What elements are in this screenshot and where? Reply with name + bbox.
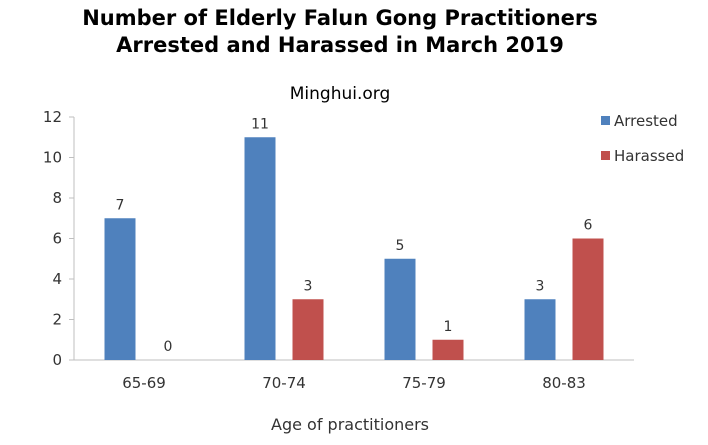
x-tick-label: 65-69 xyxy=(122,374,166,392)
data-label: 6 xyxy=(584,218,593,234)
data-label: 1 xyxy=(444,319,453,335)
x-tick-label: 80-83 xyxy=(542,374,586,392)
legend-swatch-harassed xyxy=(601,151,610,160)
y-tick-label: 10 xyxy=(43,149,62,167)
chart-title-line-1: Number of Elderly Falun Gong Practitione… xyxy=(82,6,598,30)
data-labels: 7 11 5 3 0 3 1 6 xyxy=(116,116,593,355)
bars xyxy=(104,137,604,360)
legend: Arrested Harassed xyxy=(601,112,684,165)
y-tick-label: 2 xyxy=(52,311,62,329)
y-tick-label: 4 xyxy=(52,270,62,288)
y-tick-label: 12 xyxy=(43,108,62,126)
data-label: 11 xyxy=(251,116,269,132)
y-tick-label: 8 xyxy=(52,189,62,207)
bar-harassed-75-79 xyxy=(432,339,464,360)
x-axis-ticks: 65-69 70-74 75-79 80-83 xyxy=(122,374,586,392)
data-label: 3 xyxy=(304,278,313,294)
legend-swatch-arrested xyxy=(601,116,610,125)
legend-label-arrested: Arrested xyxy=(614,112,678,130)
y-axis-ticks: 0 2 4 6 8 10 12 xyxy=(43,108,74,369)
bar-arrested-75-79 xyxy=(384,258,416,360)
bar-arrested-65-69 xyxy=(104,218,136,360)
data-label: 0 xyxy=(164,339,173,355)
x-axis-title: Age of practitioners xyxy=(271,415,429,434)
legend-label-harassed: Harassed xyxy=(614,147,684,165)
data-label: 7 xyxy=(116,197,125,213)
bar-arrested-70-74 xyxy=(244,137,276,360)
bar-arrested-80-83 xyxy=(524,299,556,360)
x-tick-label: 70-74 xyxy=(262,374,306,392)
y-tick-label: 0 xyxy=(52,351,62,369)
data-label: 3 xyxy=(536,278,545,294)
bar-harassed-70-74 xyxy=(292,299,324,360)
bar-harassed-80-83 xyxy=(572,238,604,360)
chart-title-line-2: Arrested and Harassed in March 2019 xyxy=(116,33,564,57)
data-label: 5 xyxy=(396,238,405,254)
chart-subtitle: Minghui.org xyxy=(290,84,391,104)
x-tick-label: 75-79 xyxy=(402,374,446,392)
y-tick-label: 6 xyxy=(52,230,62,248)
